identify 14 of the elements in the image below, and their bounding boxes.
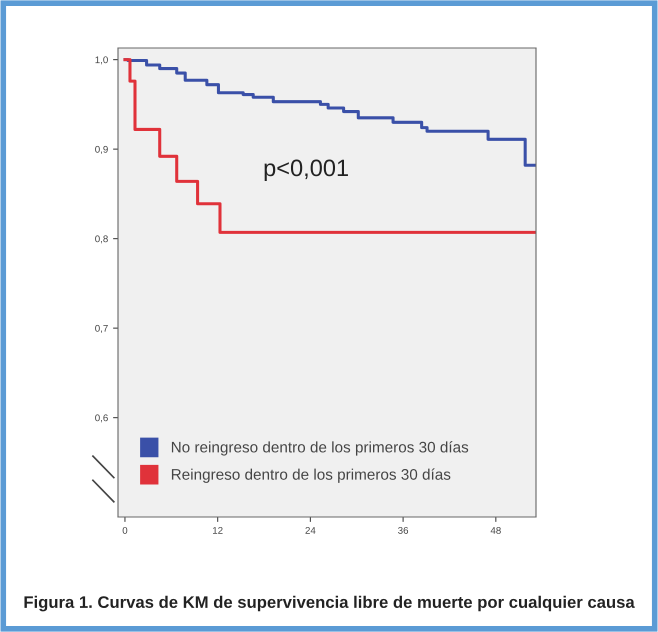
legend-label: No reingreso dentro de los primeros 30 días (172, 441, 468, 456)
y-tick-label: 0,9 (95, 146, 108, 154)
x-tick-label: 12 (213, 526, 223, 534)
x-tick-label: 0 (122, 526, 128, 534)
annotation: p<0,001 (264, 160, 348, 181)
y-tick-label: 0,8 (95, 235, 108, 244)
y-tick-label: 0,6 (95, 414, 108, 422)
legend-label: Reingreso dentro de los primeros 30 días (172, 468, 450, 483)
text: Figura 1. Curvas de KM de supervivencia libre de muerte por cualquier causa (24, 596, 635, 612)
x-tick-label: 48 (490, 526, 501, 534)
y-tick-label: 1,0 (96, 56, 108, 64)
x-tick-label: 36 (398, 526, 408, 534)
x-tick-label: 24 (305, 526, 316, 534)
y-tick-label: 0,7 (95, 324, 108, 333)
